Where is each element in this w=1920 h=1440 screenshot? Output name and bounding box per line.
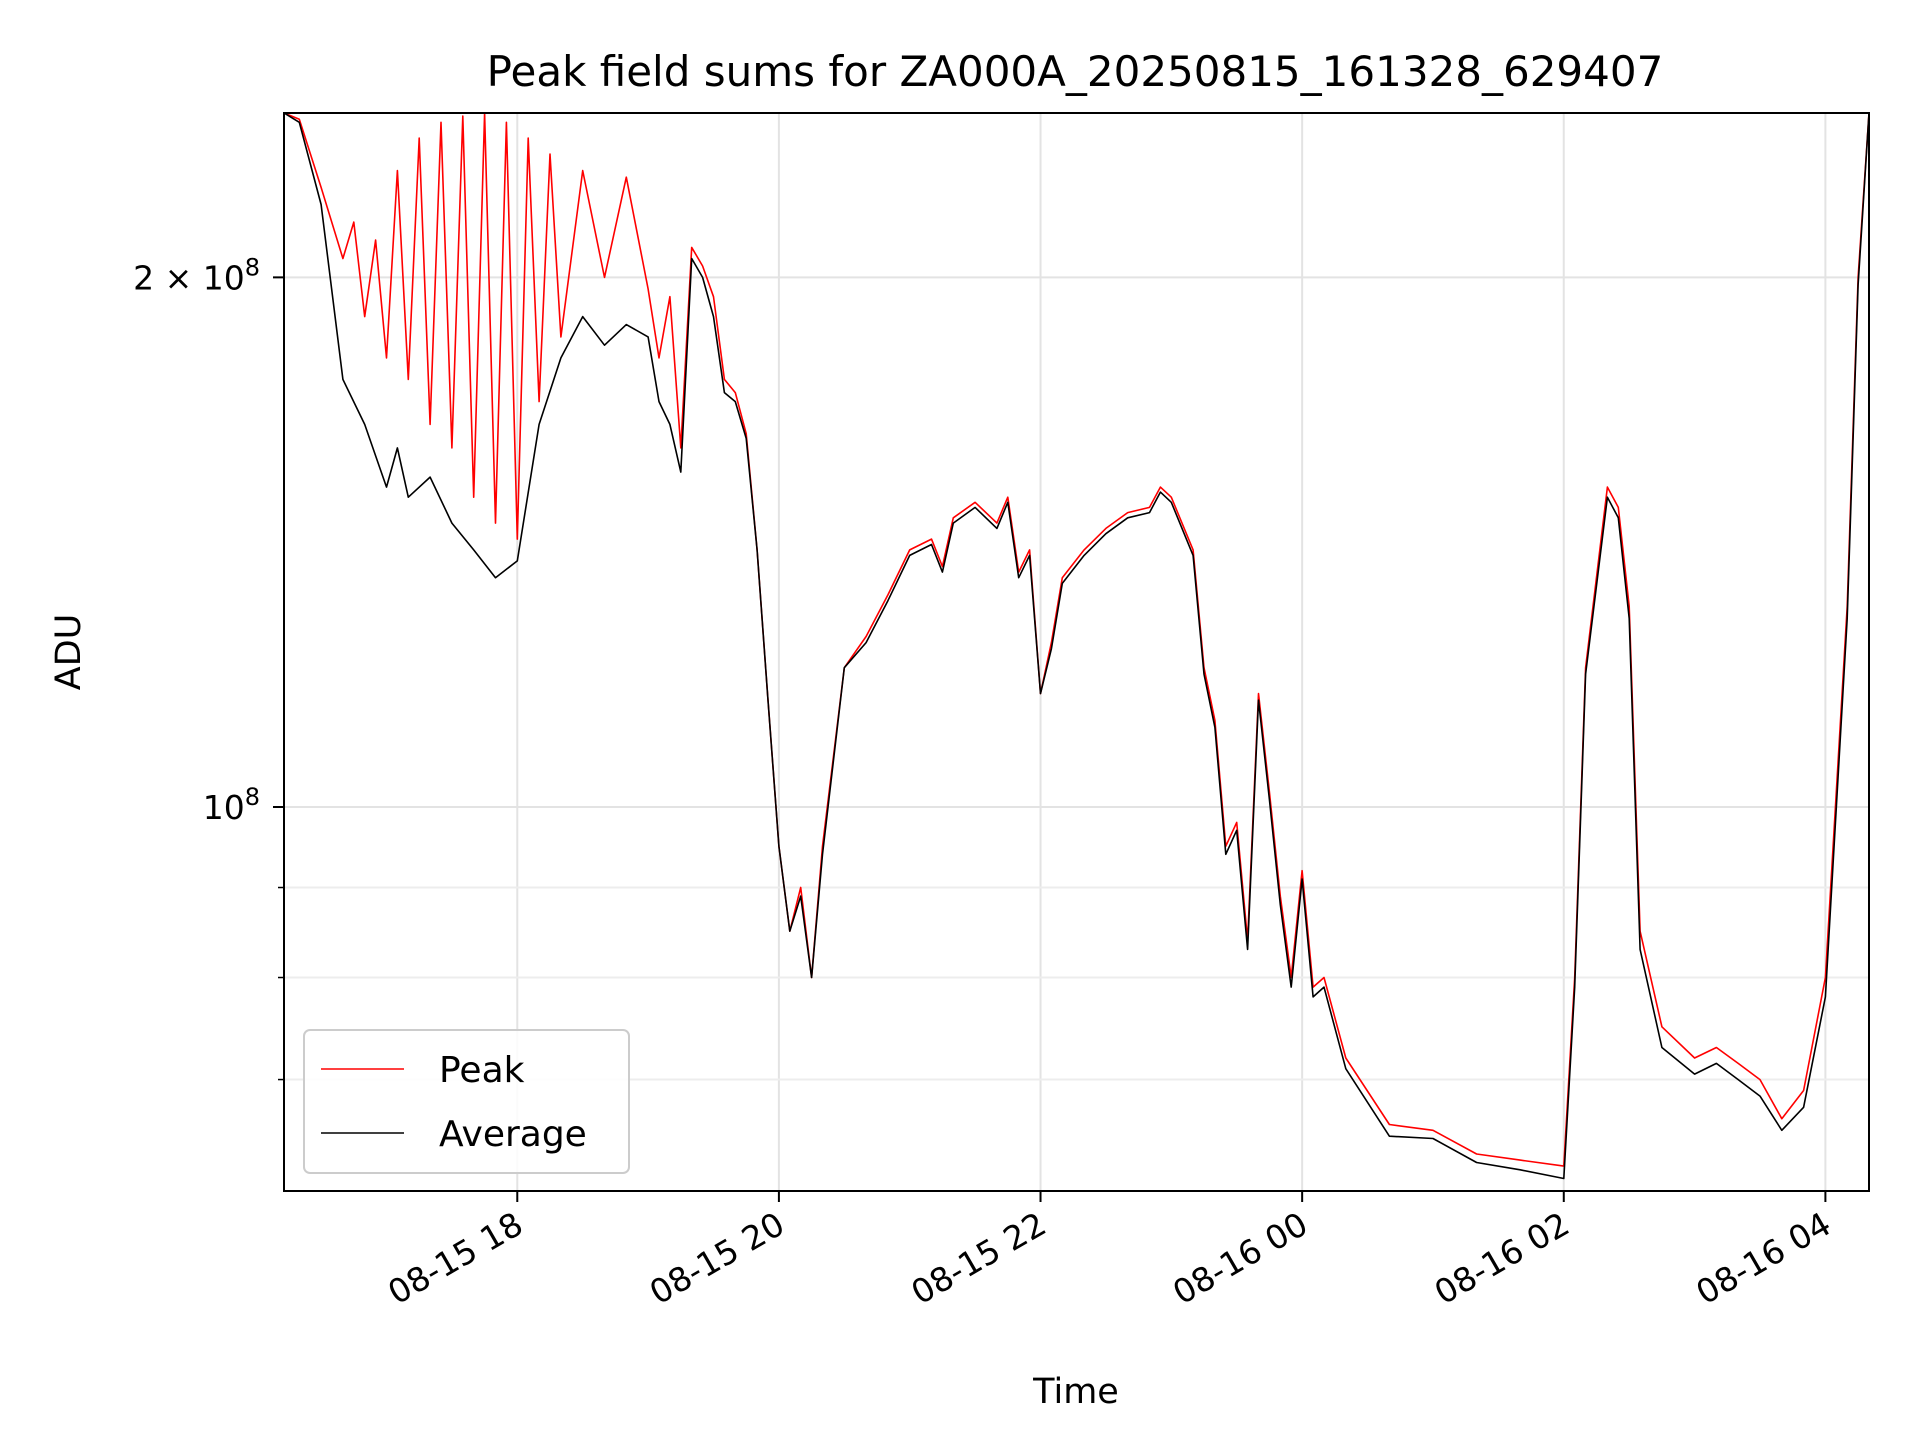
- y-axis: 108 2 × 108: [133, 253, 284, 1081]
- x-tick-label: 08-15 22: [905, 1204, 1053, 1312]
- series-line-peak: [284, 113, 1869, 1167]
- grid-lines: [284, 113, 1869, 1191]
- series-layer: [284, 113, 1869, 1180]
- plot-frame: [283, 112, 1870, 1192]
- y-tick-label: 2 × 108: [133, 253, 260, 297]
- x-tick-label: 08-15 18: [381, 1204, 529, 1312]
- legend-label-peak: Peak: [439, 1050, 525, 1091]
- x-tick-label: 08-15 20: [643, 1204, 791, 1312]
- x-tick-label: 08-16 02: [1428, 1204, 1576, 1312]
- chart-title: Peak field sums for ZA000A_20250815_1613…: [487, 47, 1664, 96]
- x-axis: 08-15 18 08-15 20 08-15 22 08-16 00 08-16 02…: [381, 1191, 1837, 1312]
- series-line-average: [284, 113, 1869, 1180]
- legend-label-average: Average: [439, 1114, 587, 1155]
- x-axis-label: Time: [1032, 1372, 1119, 1412]
- x-tick-label: 08-16 00: [1166, 1204, 1314, 1312]
- legend-box: [303, 1029, 630, 1174]
- legend: Peak Average: [303, 1029, 630, 1174]
- y-tick-label: 108: [203, 783, 260, 827]
- x-tick-label: 08-16 04: [1689, 1204, 1837, 1312]
- y-axis-label: ADU: [49, 614, 89, 691]
